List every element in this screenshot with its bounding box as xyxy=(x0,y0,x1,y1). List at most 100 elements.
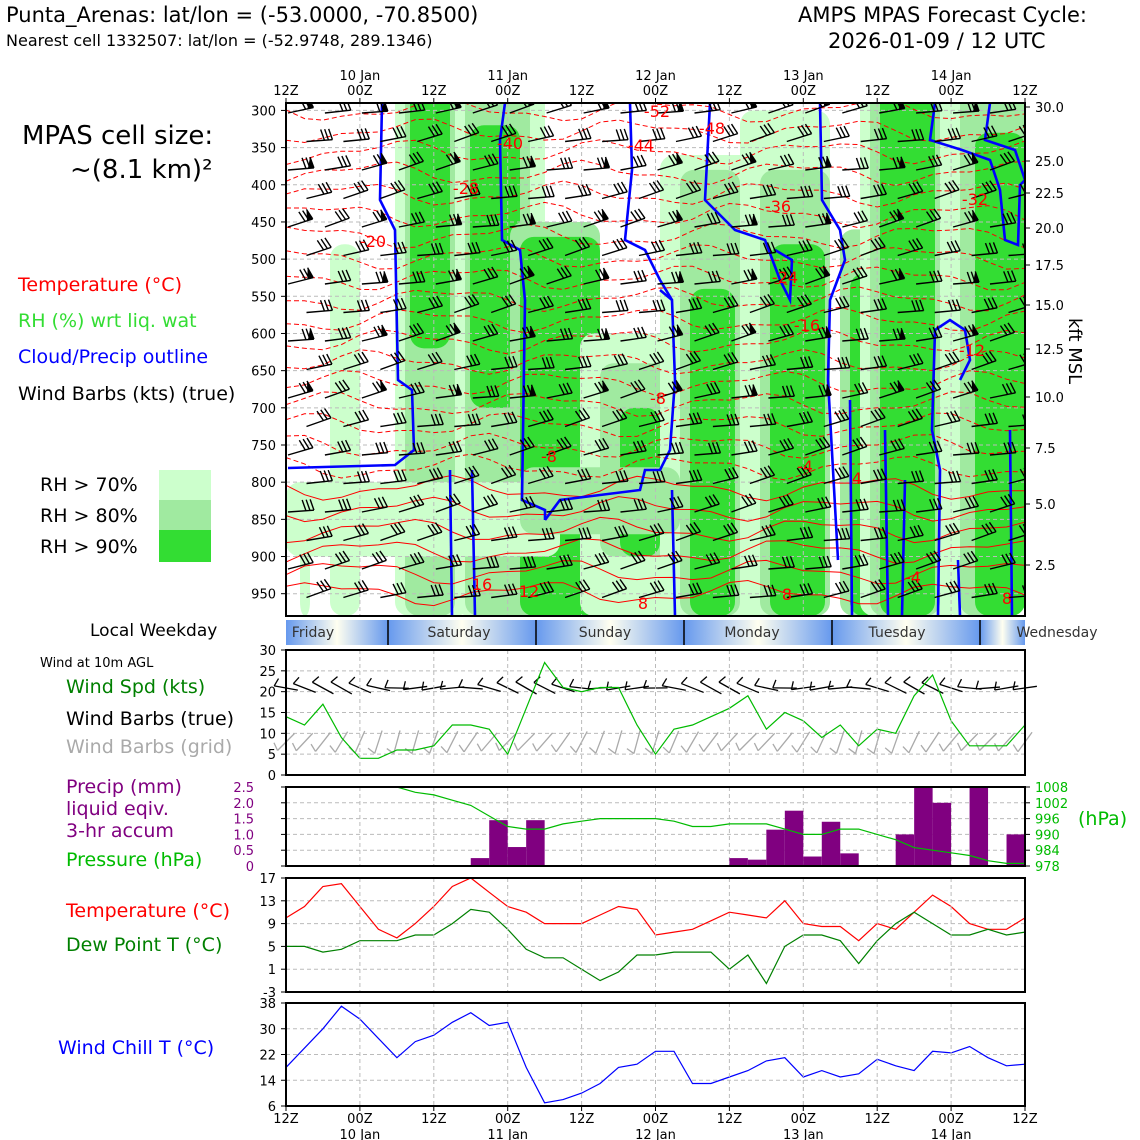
temp-ytick-label-0: -3 xyxy=(263,986,276,1001)
wind-barb-upper xyxy=(860,127,888,143)
precip-bar-12 xyxy=(526,820,545,866)
wind-barb-upper xyxy=(916,270,943,285)
wind-barb-upper xyxy=(287,209,314,228)
wind-barb-upper xyxy=(934,522,961,542)
wind-barb-upper xyxy=(786,464,812,485)
wind-barb-upper xyxy=(528,527,555,542)
bottom-time-label-9: 00Z xyxy=(938,1112,964,1127)
cloud-outline-7 xyxy=(983,103,1025,181)
bottom-time-label-6: 12Z xyxy=(717,1112,743,1127)
wind-barb-upper xyxy=(694,322,720,342)
temperature-label-20: 8 xyxy=(1002,589,1012,608)
temperature-contour-4 xyxy=(286,180,1025,208)
wind-barb-upper xyxy=(306,353,333,371)
wind-barb-upper xyxy=(860,183,887,200)
temperature-contour-3 xyxy=(286,159,1025,187)
legend-pressure: Pressure (hPa) xyxy=(66,849,203,871)
wind-barb-upper xyxy=(361,324,388,342)
wind-barb-upper xyxy=(860,468,887,485)
cloud-outline-8 xyxy=(930,318,972,616)
wind-barb-upper xyxy=(786,356,814,371)
wind-barb-10m-true xyxy=(458,679,483,690)
wind-barb-upper xyxy=(583,380,610,399)
bottom-date-label-4: 14 Jan xyxy=(931,1128,972,1140)
wind-barb-upper xyxy=(971,412,999,428)
wind-barb-10m-true xyxy=(975,680,1001,690)
wind-barb-upper xyxy=(546,498,574,513)
wind-barb-upper xyxy=(638,180,665,200)
temperature-contour-16 xyxy=(286,432,1025,459)
wind-speed-line xyxy=(285,661,1026,759)
top-time-label-4: 12Z xyxy=(569,84,595,99)
wind-barb-10m-true xyxy=(884,676,907,694)
weekday-band-2 xyxy=(536,620,684,645)
cloud-outline-0 xyxy=(287,103,416,470)
wind-barb-upper xyxy=(657,496,684,513)
legend-rh: RH (%) wrt liq. wat xyxy=(18,310,197,332)
wind-barb-upper xyxy=(491,583,518,599)
wind-barb-upper xyxy=(675,582,703,599)
wind-barb-upper xyxy=(712,351,739,371)
wind-barb-upper xyxy=(435,383,463,399)
top-time-label-6: 12Z xyxy=(717,84,743,99)
wind-barb-upper xyxy=(546,210,573,228)
wind-barb-upper xyxy=(731,554,758,570)
legend-rh70: RH > 70% xyxy=(40,474,138,496)
wind-barb-upper xyxy=(620,154,647,171)
wind-barb-upper xyxy=(842,266,868,285)
pressure-unit-label: (hPa) xyxy=(1078,808,1128,830)
wind-barb-upper xyxy=(435,493,461,513)
wind-barb-upper xyxy=(675,469,703,485)
wind-barb-upper xyxy=(805,496,832,513)
cloud-outline-16 xyxy=(1008,429,1014,616)
wind-barb-10m-true xyxy=(311,676,334,695)
wind-barb-upper xyxy=(509,325,536,342)
weekday-band-3 xyxy=(684,620,832,645)
wind-10m-label: Wind at 10m AGL xyxy=(40,656,154,671)
pressure-tick-label-2: 400 xyxy=(251,179,276,194)
wind-barb-upper xyxy=(380,411,407,428)
wind-barb-10m-true xyxy=(903,676,925,695)
windchill-line xyxy=(285,1005,1026,1104)
kft-axis-label: kft MSL xyxy=(1064,318,1085,385)
pressure-ytick-label-5: 978 xyxy=(1035,860,1060,875)
wind-barb-10m-grid xyxy=(975,733,997,751)
wind-barb-upper xyxy=(731,322,757,342)
temperature-label-14: 8 xyxy=(638,594,648,613)
wind-barb-upper xyxy=(638,299,666,314)
wind-barb-upper xyxy=(417,123,443,143)
wind-barb-upper xyxy=(361,379,388,399)
temperature-label-6: -28 xyxy=(453,179,479,198)
wind-barb-upper xyxy=(546,327,574,342)
wind-barb-upper xyxy=(472,266,499,285)
temperature-label-2: -44 xyxy=(628,136,654,155)
wind-barb-upper xyxy=(528,295,554,314)
wind-barb-10m-grid xyxy=(569,731,588,754)
temp-ytick-label-2: 5 xyxy=(268,940,276,955)
wind-barb-upper xyxy=(842,157,869,171)
wind-barb-upper xyxy=(694,103,721,114)
wind-barb-upper xyxy=(380,297,407,314)
wind-barb-10m-grid xyxy=(957,732,979,752)
wind-barb-upper xyxy=(749,584,777,599)
wind-barb-upper xyxy=(528,125,555,143)
wind-barb-upper xyxy=(897,237,924,257)
wind-barb-upper xyxy=(731,213,758,228)
wind-barb-upper xyxy=(398,494,425,513)
wind-barb-upper xyxy=(860,407,886,428)
temperature-label-5: -32 xyxy=(962,190,988,209)
pressure-line xyxy=(286,786,1025,864)
wind-barb-upper xyxy=(454,353,481,371)
legend-wind-barbs-grid: Wind Barbs (grid) xyxy=(66,736,233,758)
wind-barb-upper xyxy=(287,267,314,285)
wind-barb-upper xyxy=(528,356,555,371)
legend-precip-2: liquid eqiv. xyxy=(66,798,169,820)
wind-barb-upper xyxy=(398,103,426,114)
legend-wind-barbs: Wind Barbs (kts) (true) xyxy=(18,383,236,405)
wind-barb-10m-true xyxy=(624,681,649,691)
wind-barb-upper xyxy=(398,551,425,570)
wind-barb-upper xyxy=(306,525,333,542)
kft-tick-label-6: 12.5 xyxy=(1035,343,1064,358)
wind-barb-upper xyxy=(657,271,685,285)
wind-barb-upper xyxy=(527,237,554,257)
